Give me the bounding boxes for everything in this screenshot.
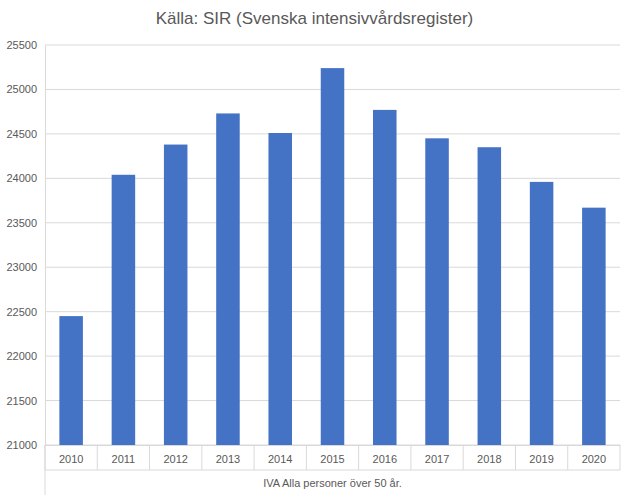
grid (45, 45, 620, 445)
y-tick: 24000 (6, 172, 45, 184)
x-tick: 2011 (112, 445, 136, 465)
bar (216, 113, 240, 445)
y-tick: 25500 (6, 39, 45, 51)
bar (321, 68, 345, 445)
x-tick-label: 2012 (163, 453, 187, 465)
x-tick: 2010 (59, 445, 83, 465)
table-lines (45, 445, 620, 495)
table-separator (149, 445, 150, 470)
bar (268, 133, 292, 445)
x-axis-line (46, 445, 621, 446)
bar (373, 110, 397, 445)
chart-title: Källa: SIR (Svenska intensivvårdsregiste… (156, 9, 473, 28)
table-separator (463, 445, 464, 470)
plot-area: 21000 21500 22000 22500 23000 23500 24000 24500… (6, 39, 620, 495)
bar (164, 145, 188, 445)
bar (582, 208, 606, 445)
y-tick-label: 24500 (6, 128, 37, 140)
x-tick-label: 2014 (268, 453, 292, 465)
y-tick: 23000 (6, 261, 45, 273)
x-axis-title: IVA Alla personer över 50 år. (263, 477, 402, 489)
x-tick: 2016 (373, 445, 397, 465)
y-tick: 21000 (6, 439, 45, 451)
table-separator (358, 445, 359, 470)
x-tick: 2018 (477, 445, 501, 465)
bar (112, 175, 136, 445)
bar (425, 138, 449, 445)
x-tick-label: 2016 (373, 453, 397, 465)
x-tick-label: 2015 (320, 453, 344, 465)
bars (59, 68, 605, 445)
y-tick: 24500 (6, 128, 45, 140)
x-tick: 2019 (529, 445, 553, 465)
y-tick: 25000 (6, 83, 45, 95)
x-tick-label: 2013 (216, 453, 240, 465)
y-tick-label: 22000 (6, 350, 37, 362)
y-tick-label: 22500 (6, 306, 37, 318)
x-tick: 2012 (163, 445, 187, 465)
table-separator (97, 445, 98, 470)
y-tick-label: 23000 (6, 261, 37, 273)
table-separator (567, 445, 568, 470)
bar (478, 147, 502, 445)
bar (530, 182, 554, 445)
x-tick-label: 2018 (477, 453, 501, 465)
x-tick: 2015 (320, 445, 344, 465)
y-tick-label: 23500 (6, 217, 37, 229)
table-separator (201, 445, 202, 470)
y-axis-line (45, 46, 46, 446)
y-tick: 21500 (6, 395, 45, 407)
x-tick: 2013 (216, 445, 240, 465)
chart-svg: 21000 21500 22000 22500 23000 23500 24000 24500… (0, 0, 629, 495)
bar (59, 316, 83, 445)
x-tick: 2014 (268, 445, 292, 465)
y-tick-label: 25000 (6, 83, 37, 95)
y-tick-label: 24000 (6, 172, 37, 184)
x-tick-label: 2019 (529, 453, 553, 465)
table-separator (306, 445, 307, 470)
y-axis: 21000 21500 22000 22500 23000 23500 24000 24500… (6, 39, 45, 451)
chart-container: 21000 21500 22000 22500 23000 23500 24000 24500… (0, 0, 629, 495)
x-tick: 2017 (425, 445, 449, 465)
y-tick: 22500 (6, 306, 45, 318)
table-separator (254, 445, 255, 470)
grid-line (45, 45, 620, 46)
y-tick-label: 25500 (6, 39, 37, 51)
x-tick-label: 2017 (425, 453, 449, 465)
table-separator (45, 470, 620, 471)
x-tick: 2020 (582, 445, 606, 465)
background (0, 0, 629, 495)
y-tick: 23500 (6, 217, 45, 229)
x-tick-label: 2011 (112, 453, 136, 465)
table-separator (410, 445, 411, 470)
x-axis: 2010 2011 2012 2013 2014 2015 2016 2017 2018 2019… (46, 445, 621, 465)
table-separator (515, 445, 516, 470)
y-tick-label: 21000 (6, 439, 37, 451)
x-tick-label: 2020 (582, 453, 606, 465)
table-separator (620, 445, 621, 470)
x-tick-label: 2010 (59, 453, 83, 465)
y-tick-label: 21500 (6, 395, 37, 407)
y-tick: 22000 (6, 350, 45, 362)
